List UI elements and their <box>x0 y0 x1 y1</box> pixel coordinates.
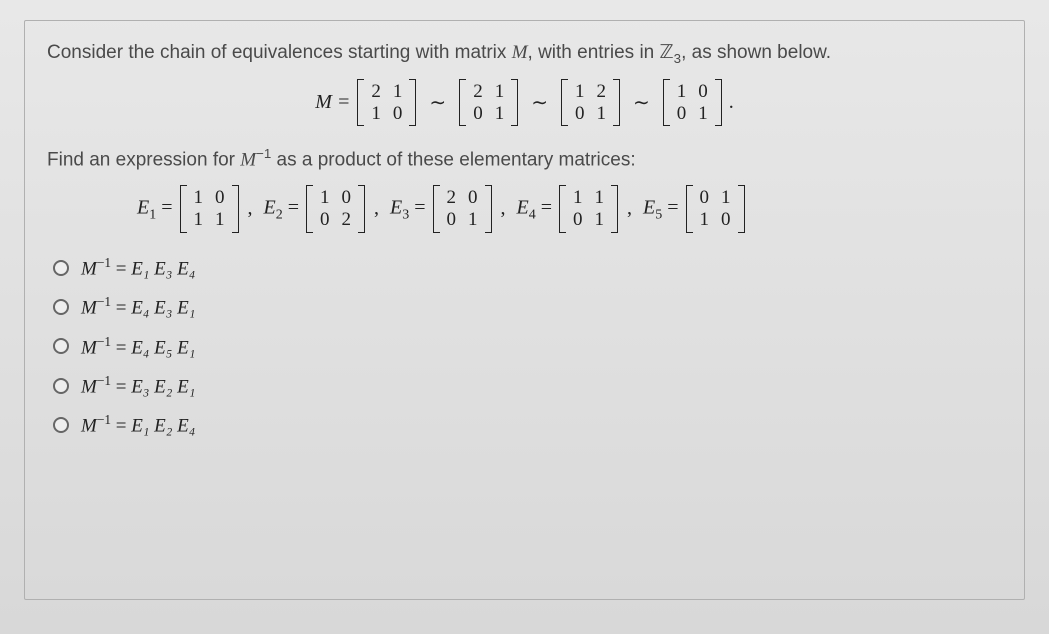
options-group: M−1 = E₁ E₃ E₄ M−1 = E₄ E₃ E₁ M−1 = E₄ E… <box>47 255 1002 438</box>
sup-neg1: −1 <box>256 146 271 161</box>
option-math: M−1 = E₁ E₂ E₄ <box>81 412 195 437</box>
label-E1: E <box>137 197 149 219</box>
matrix-E1: 1011 <box>180 185 239 233</box>
sub-3: 3 <box>674 51 681 66</box>
comma: , <box>501 197 506 219</box>
matrix-M3: 1201 <box>561 79 620 127</box>
var-M: M <box>240 150 256 171</box>
comma: , <box>374 197 379 219</box>
label-E4: E <box>517 197 529 219</box>
var-M: M <box>512 42 528 63</box>
comma: , <box>627 197 632 219</box>
prompt-line-1: Consider the chain of equivalences start… <box>47 39 1002 69</box>
matrix-M4: 1001 <box>663 79 722 127</box>
matrix-E3: 2001 <box>433 185 492 233</box>
option-math: M−1 = E₄ E₅ E₁ <box>81 334 195 359</box>
symbol-Z: ℤ <box>660 42 674 63</box>
option-4[interactable]: M−1 = E₃ E₂ E₁ <box>53 373 1002 398</box>
page: Consider the chain of equivalences start… <box>0 0 1049 634</box>
tilde-icon: ∼ <box>531 90 548 115</box>
option-3[interactable]: M−1 = E₄ E₅ E₁ <box>53 334 1002 359</box>
option-1[interactable]: M−1 = E₁ E₃ E₄ <box>53 255 1002 280</box>
tilde-icon: ∼ <box>429 90 446 115</box>
radio-icon[interactable] <box>53 417 69 433</box>
question-card: Consider the chain of equivalences start… <box>24 20 1025 600</box>
matrix-E4: 1101 <box>559 185 618 233</box>
text: Find an expression for <box>47 150 240 171</box>
comma: , <box>248 197 253 219</box>
matrix-M1: 2110 <box>357 79 416 127</box>
chain-lhs: M = <box>315 91 350 114</box>
option-2[interactable]: M−1 = E₄ E₃ E₁ <box>53 294 1002 319</box>
label-E5: E <box>643 197 655 219</box>
radio-icon[interactable] <box>53 378 69 394</box>
text: , as shown below. <box>681 42 831 63</box>
equivalence-chain: M = 2110 ∼ 2101 ∼ 1201 ∼ 1001 . <box>47 79 1002 127</box>
text: Consider the chain of equivalences start… <box>47 42 512 63</box>
label-E2: E <box>264 197 276 219</box>
elementary-matrices: E1 = 1011 , E2 = 1002 , E3 = 2001 , E4 =… <box>47 185 1002 233</box>
matrix-E2: 1002 <box>306 185 365 233</box>
prompt-line-2: Find an expression for M−1 as a product … <box>47 144 1002 175</box>
option-math: M−1 = E₃ E₂ E₁ <box>81 373 195 398</box>
label-E3: E <box>390 197 402 219</box>
text: , with entries in <box>528 42 660 63</box>
text: as a product of these elementary matrice… <box>271 150 635 171</box>
radio-icon[interactable] <box>53 260 69 276</box>
chain-period: . <box>729 91 734 114</box>
option-math: M−1 = E₁ E₃ E₄ <box>81 255 195 280</box>
matrix-E5: 0110 <box>686 185 745 233</box>
option-math: M−1 = E₄ E₃ E₁ <box>81 294 195 319</box>
matrix-M2: 2101 <box>459 79 518 127</box>
tilde-icon: ∼ <box>633 90 650 115</box>
radio-icon[interactable] <box>53 299 69 315</box>
radio-icon[interactable] <box>53 338 69 354</box>
option-5[interactable]: M−1 = E₁ E₂ E₄ <box>53 412 1002 437</box>
